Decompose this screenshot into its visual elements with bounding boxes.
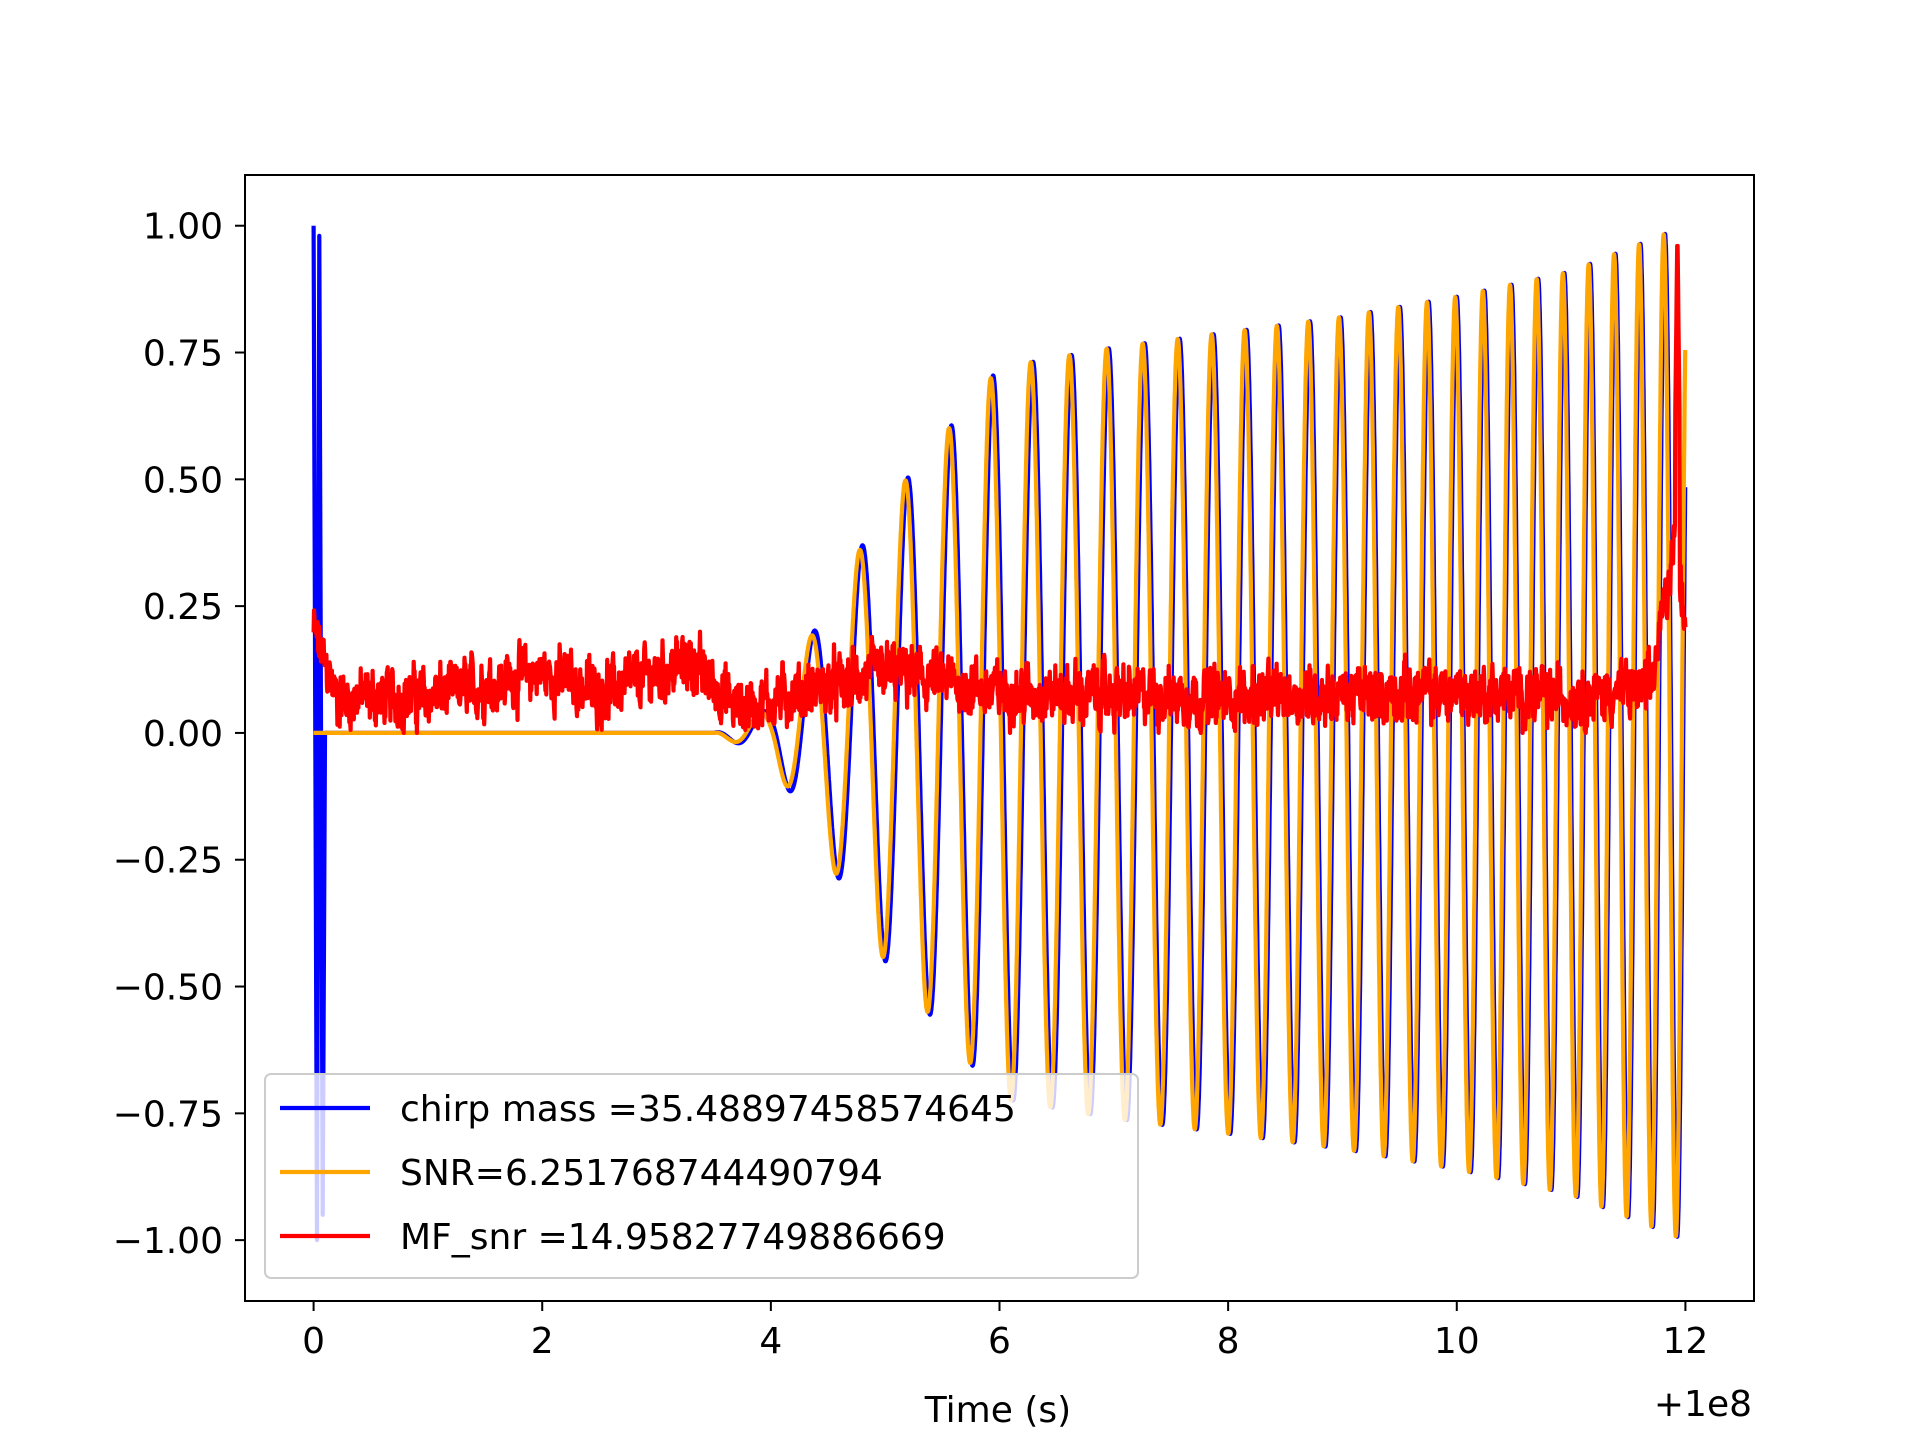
- x-tick-label: 0: [302, 1321, 325, 1362]
- y-tick-label: −0.75: [113, 1094, 223, 1135]
- x-tick-label: 4: [759, 1321, 782, 1362]
- y-tick-label: −0.50: [113, 968, 223, 1009]
- x-axis-offset-label: +1e8: [1654, 1384, 1752, 1425]
- legend-label-mf-snr: MF_snr =14.95827749886669: [400, 1217, 946, 1258]
- x-axis: 0 2 4 6 8 10 12: [302, 1301, 1708, 1362]
- x-tick-label: 2: [531, 1321, 554, 1362]
- x-tick-label: 12: [1663, 1321, 1709, 1362]
- series-layer: [311, 225, 1688, 1243]
- x-tick-label: 10: [1434, 1321, 1480, 1362]
- x-tick-label: 8: [1217, 1321, 1240, 1362]
- series-line-snr: [311, 232, 1688, 1239]
- x-tick-label: 6: [988, 1321, 1011, 1362]
- y-tick-label: 0.25: [143, 587, 223, 628]
- y-tick-label: −0.25: [113, 841, 223, 882]
- y-tick-label: 0.00: [143, 714, 223, 755]
- y-tick-label: −1.00: [113, 1221, 223, 1262]
- legend-label-snr: SNR=6.251768744490794: [400, 1153, 883, 1194]
- y-tick-label: 0.50: [143, 460, 223, 501]
- y-axis: −1.00 −0.75 −0.50 −0.25 0.00 0.25 0.50 0.75 1.00: [113, 207, 245, 1262]
- legend-box: [264, 1073, 1139, 1279]
- legend-label-chirp-mass: chirp mass =35.48897458574645: [400, 1089, 1016, 1130]
- y-tick-label: 0.75: [143, 334, 223, 375]
- y-tick-label: 1.00: [143, 207, 223, 248]
- legend: chirp mass =35.48897458574645 SNR=6.2517…: [264, 1073, 1139, 1279]
- series-line-mf-snr: [311, 243, 1688, 735]
- x-axis-label: Time (s): [924, 1390, 1071, 1431]
